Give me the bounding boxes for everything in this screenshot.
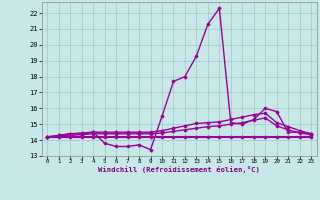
X-axis label: Windchill (Refroidissement éolien,°C): Windchill (Refroidissement éolien,°C): [98, 166, 260, 173]
